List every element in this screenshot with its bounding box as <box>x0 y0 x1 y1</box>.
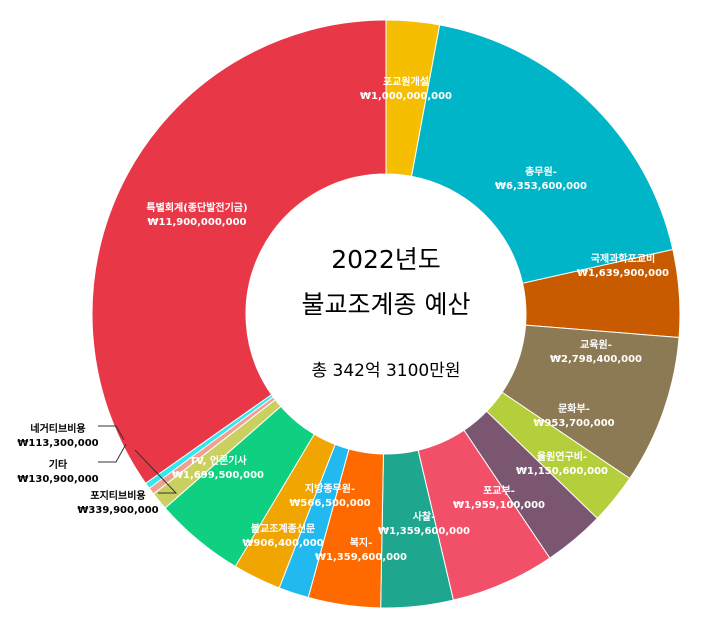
slice-name-label: 사찰- <box>413 510 436 523</box>
slice-name-label: 국제과학포교비 <box>591 252 655 265</box>
slice-name-label: 포교원개설 <box>383 75 429 88</box>
slice-value-label: ₩1,000,000,000 <box>360 91 452 102</box>
slice-value-label: ₩1,639,900,000 <box>577 268 669 279</box>
slice-16 <box>91 19 387 484</box>
slice-value-label: ₩1,359,600,000 <box>378 526 470 537</box>
slice-name-label: 포지티브비용 <box>90 489 145 502</box>
slice-value-label: ₩566,500,000 <box>289 498 370 509</box>
slice-name-label: 기타 <box>49 458 68 471</box>
slice-name-label: 율원연구비- <box>537 450 587 463</box>
slice-name-label: 총무원- <box>525 165 557 178</box>
donut-slices <box>91 19 681 609</box>
slice-name-label: 교육원- <box>580 338 612 351</box>
leader-line <box>98 425 125 441</box>
slice-name-label: 네거티브비용 <box>30 422 85 435</box>
slice-name-label: 불교조계종신문 <box>251 522 315 535</box>
slice-value-label: ₩113,300,000 <box>17 438 98 449</box>
slice-value-label: ₩1,699,500,000 <box>172 470 264 481</box>
slice-value-label: ₩130,900,000 <box>17 474 98 485</box>
center-text: 2022년도 불교조계종 예산 총 342억 3100만원 <box>302 245 471 381</box>
slice-value-label: ₩1,150,600,000 <box>516 466 608 477</box>
slice-2 <box>410 24 674 284</box>
slice-name-label: 지방종무원- <box>305 482 355 495</box>
slice-value-label: ₩1,959,100,000 <box>453 500 545 511</box>
slice-value-label: ₩6,353,600,000 <box>495 181 587 192</box>
slice-name-label: 문화부- <box>558 403 590 415</box>
leader-lines <box>98 425 178 494</box>
slice-name-label: 복지- <box>350 536 373 549</box>
slice-value-label: ₩339,900,000 <box>77 505 158 516</box>
leader-line <box>98 443 127 463</box>
slice-value-label: ₩11,900,000,000 <box>148 217 247 228</box>
center-total: 총 342억 3100만원 <box>311 361 460 381</box>
slice-value-label: ₩1,359,600,000 <box>315 552 407 563</box>
slice-name-label: 포교부- <box>483 485 515 497</box>
slice-name-label: TV, 언론기사 <box>189 454 247 467</box>
center-title-line1: 2022년도 <box>331 245 441 274</box>
slice-labels: 포교원개설 ₩1,000,000,000 총무원- ₩6,353,600,000 국제과… <box>17 75 669 563</box>
slice-value-label: ₩2,798,400,000 <box>550 354 642 365</box>
slice-value-label: ₩906,400,000 <box>242 538 323 549</box>
center-title-line2: 불교조계종 예산 <box>302 290 471 319</box>
slice-value-label: ₩953,700,000 <box>533 418 614 429</box>
leader-line <box>134 449 178 494</box>
slice-name-label: 특별회계(종단발전기금) <box>146 201 247 214</box>
